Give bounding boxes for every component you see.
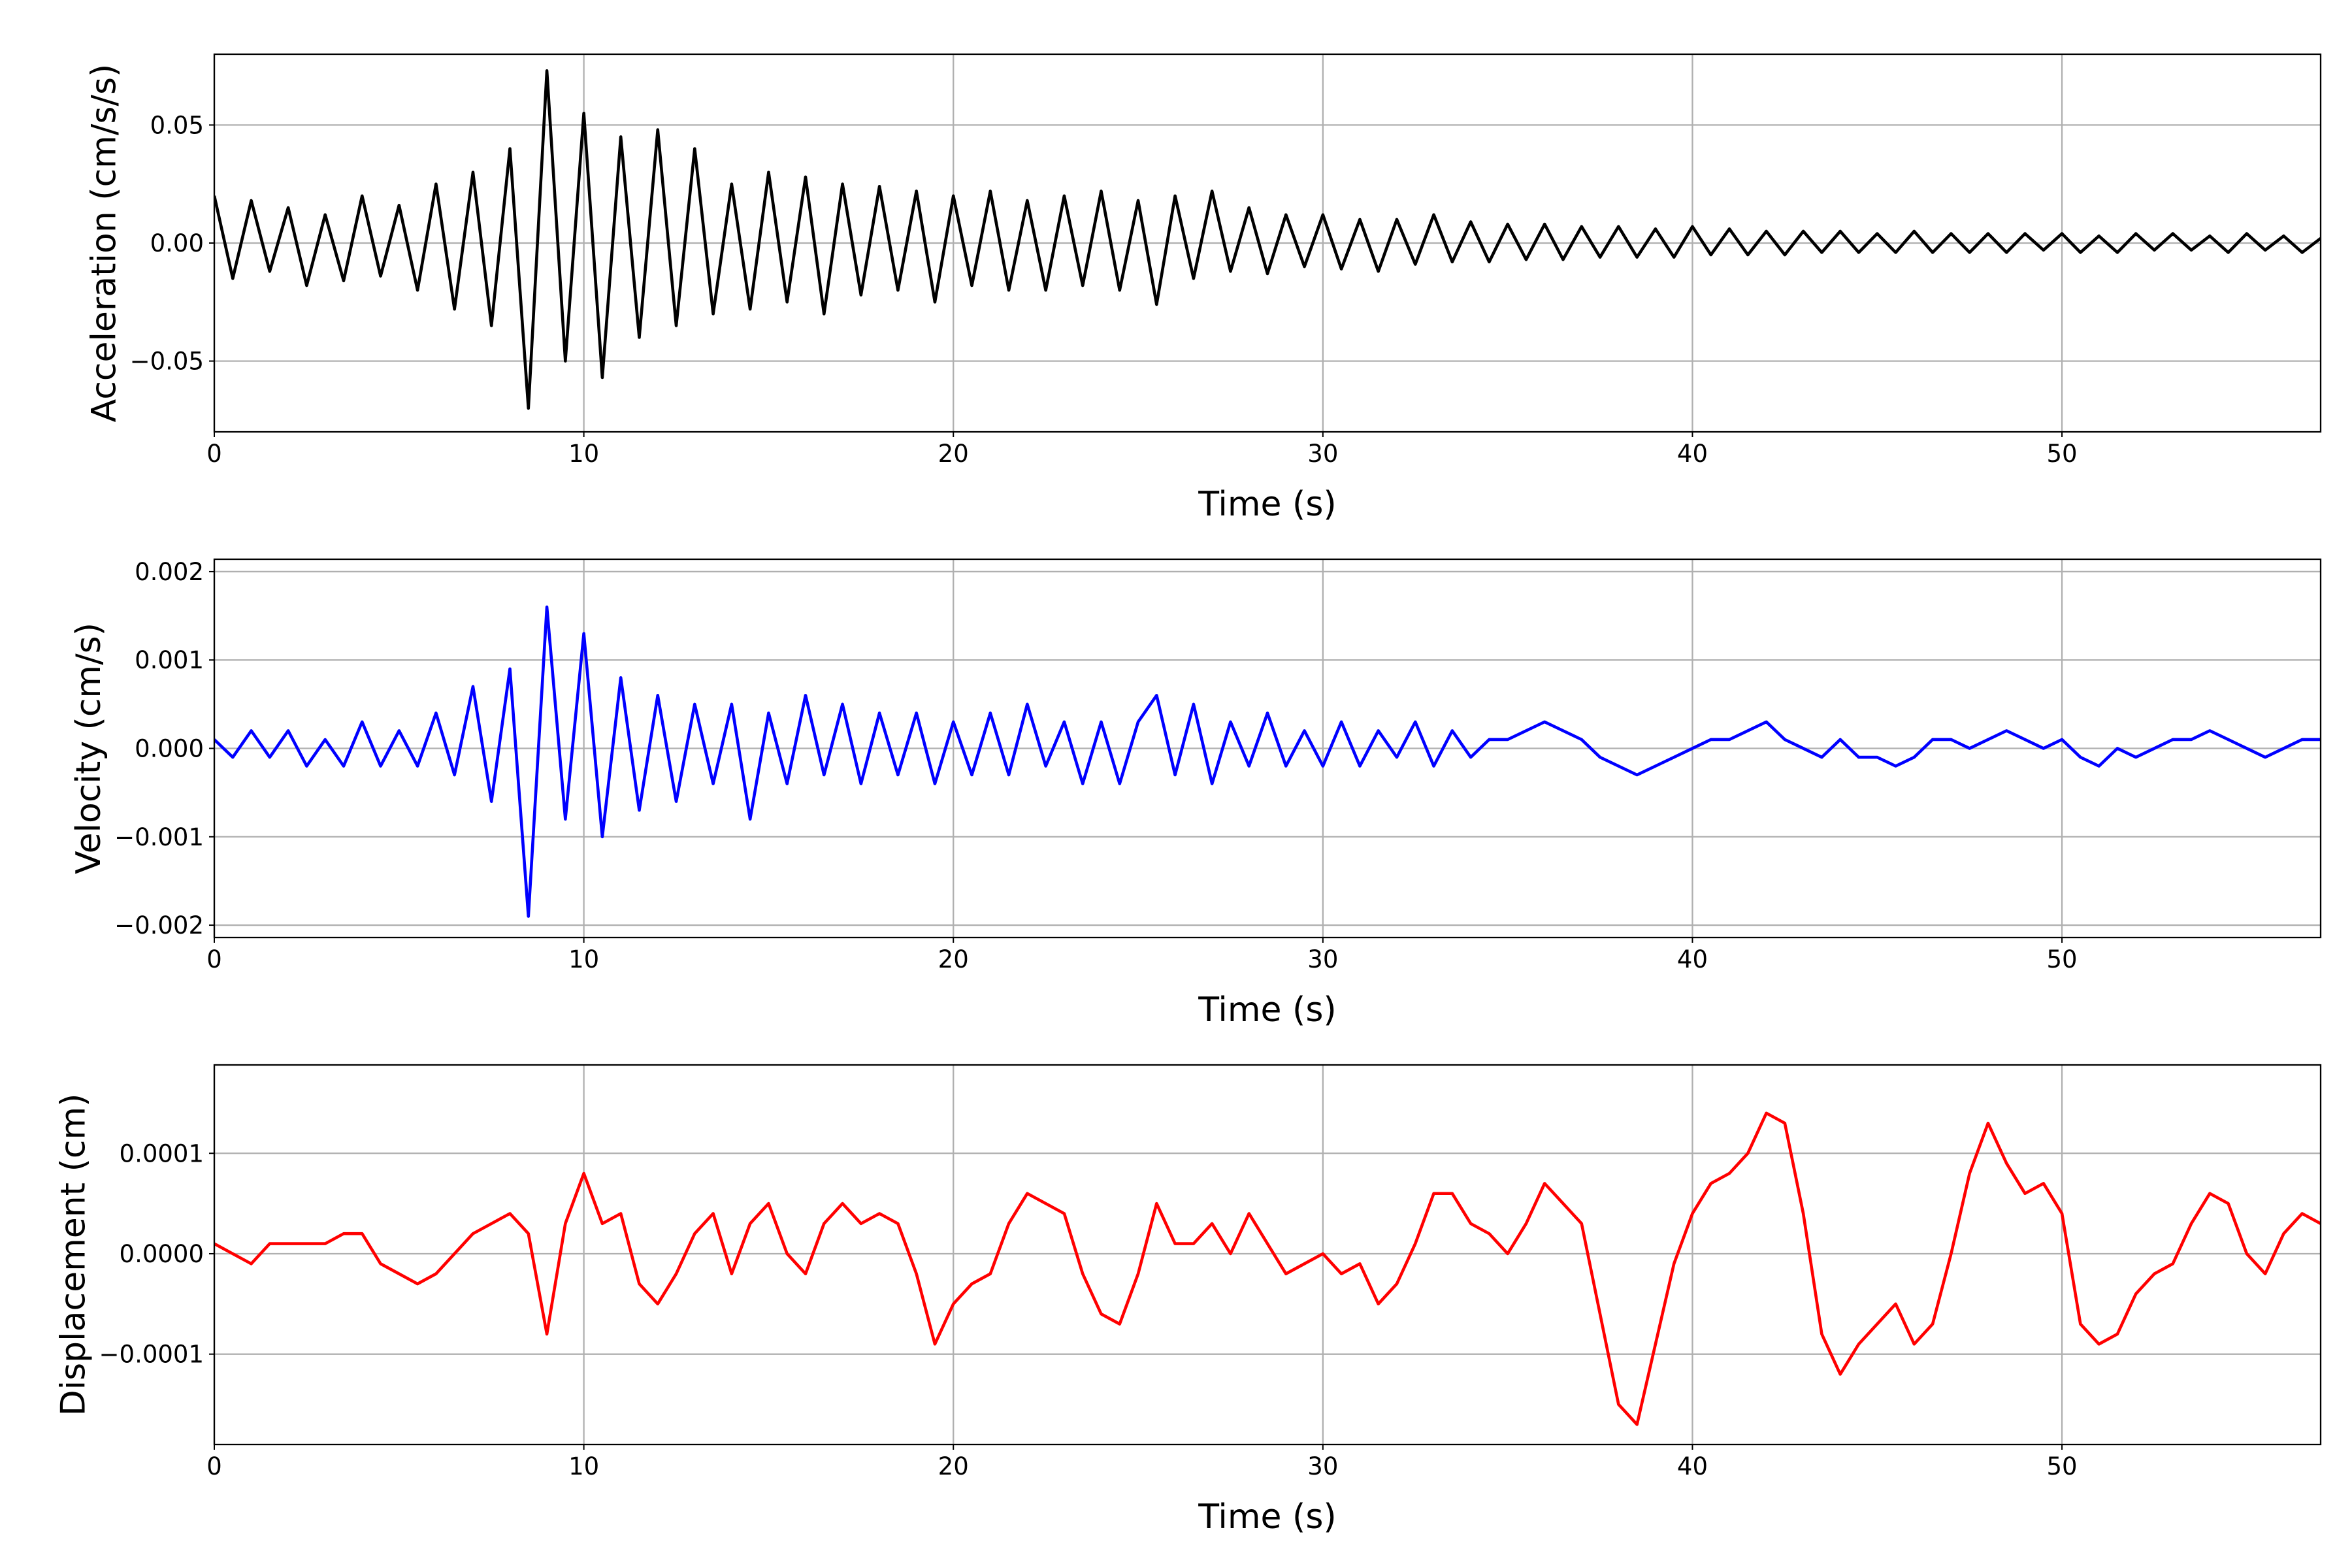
y-tick-label: −0.05	[130, 348, 204, 376]
x-tick-label: 10	[568, 945, 599, 973]
x-tick-label: 50	[2047, 945, 2078, 973]
subplot: 0 10 20 30 40 50 −0.05 0.00 0.05 Time (s) Accelera…	[85, 53, 2322, 524]
subplot: 0 10 20 30 40 50 −0.0001 0.0000 0.0001 Time (s) Di…	[54, 1064, 2322, 1537]
y-tick-label: −0.001	[114, 823, 204, 851]
y-tick-label: 0.002	[135, 558, 204, 586]
axes-frame	[213, 1064, 2322, 1446]
x-tick-label: 40	[1677, 945, 1708, 973]
data-line	[214, 1111, 2321, 1426]
y-tick-label: 0.05	[150, 111, 204, 139]
x-tick-label: 0	[206, 945, 222, 973]
x-tick-label: 0	[206, 440, 222, 468]
data-line	[214, 69, 2321, 410]
y-tick-label: 0.0000	[120, 1240, 204, 1268]
x-tick-label: 30	[1307, 945, 1338, 973]
x-tick-label: 40	[1677, 440, 1708, 468]
y-tick-label: 0.000	[135, 735, 204, 763]
y-axis-label: Acceleration (cm/s/s)	[85, 64, 124, 423]
x-tick-label: 30	[1307, 1452, 1338, 1480]
x-tick-label: 30	[1307, 440, 1338, 468]
x-tick-label: 20	[938, 440, 969, 468]
x-tick-label: 50	[2047, 1452, 2078, 1480]
x-tick-label: 10	[568, 1452, 599, 1480]
x-tick-label: 50	[2047, 440, 2078, 468]
axes-frame	[213, 53, 2322, 433]
x-axis-label: Time (s)	[1198, 485, 1336, 524]
subplot: 0 10 20 30 40 50 −0.002 −0.001 0.000 0.001 0.002 Ti…	[69, 558, 2322, 1030]
y-axis-label: Velocity (cm/s)	[69, 623, 108, 874]
x-tick-label: 10	[568, 440, 599, 468]
y-tick-label: 0.001	[135, 646, 204, 674]
data-line	[214, 605, 2321, 918]
x-axis-label: Time (s)	[1198, 990, 1336, 1030]
y-tick-label: −0.002	[114, 911, 204, 939]
x-tick-label: 0	[206, 1452, 222, 1480]
axes-frame	[213, 558, 2322, 939]
x-tick-label: 20	[938, 1452, 969, 1480]
y-tick-label: 0.00	[150, 229, 204, 257]
y-tick-label: 0.0001	[120, 1139, 204, 1168]
x-tick-label: 20	[938, 945, 969, 973]
x-axis-label: Time (s)	[1198, 1497, 1336, 1537]
y-axis-label: Displacement (cm)	[54, 1094, 93, 1416]
x-tick-label: 40	[1677, 1452, 1708, 1480]
y-tick-label: −0.0001	[99, 1341, 204, 1369]
